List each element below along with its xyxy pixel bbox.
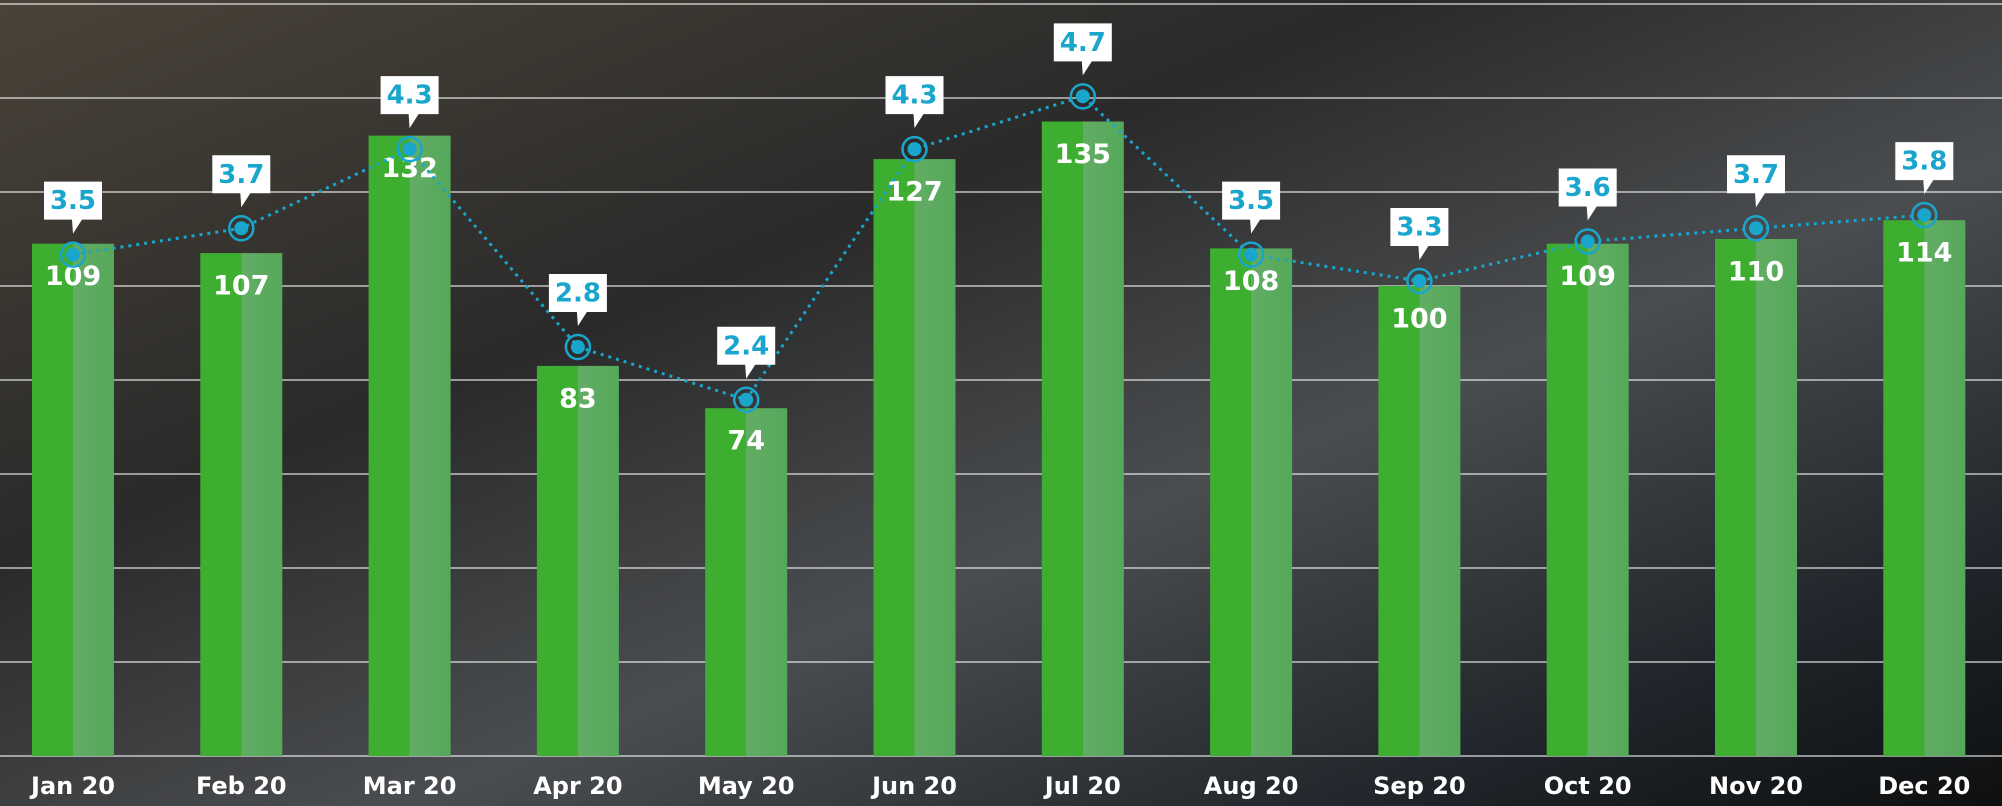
point-value-label: 4.3: [387, 81, 433, 111]
point-value-label: 4.7: [1060, 28, 1106, 58]
x-tick-label: Jul 20: [1043, 772, 1121, 800]
x-tick-label: Nov 20: [1709, 772, 1803, 800]
point-value-label: 4.3: [891, 81, 937, 111]
bar-value-label: 127: [886, 177, 942, 208]
point: [1412, 274, 1426, 288]
bar: [1883, 220, 1965, 756]
x-tick-label: Feb 20: [196, 772, 287, 800]
point: [1917, 208, 1931, 222]
point-value-label: 3.6: [1565, 173, 1611, 203]
bar: [1715, 239, 1797, 756]
point-value-label: 3.7: [1733, 160, 1779, 190]
bar-value-label: 135: [1055, 139, 1111, 170]
point: [571, 340, 585, 354]
bar-value-label: 107: [213, 271, 269, 302]
x-tick-label: Dec 20: [1878, 772, 1970, 800]
page: Jan 20 Feb 20 Mar 20 Apr 20 May 20 Jun 20 Jul …: [0, 0, 2002, 806]
point: [234, 221, 248, 235]
point-value-label: 3.5: [50, 186, 96, 216]
point: [908, 142, 922, 156]
x-tick-label: Mar 20: [363, 772, 457, 800]
point: [1076, 89, 1090, 103]
x-tick-label: Aug 20: [1204, 772, 1299, 800]
point-value-label: 2.8: [555, 279, 601, 309]
x-tick-label: Jan 20: [29, 772, 115, 800]
x-tick-label: Oct 20: [1544, 772, 1632, 800]
point: [1244, 248, 1258, 262]
point: [403, 142, 417, 156]
bar-value-label: 109: [1560, 261, 1616, 292]
bar-value-label: 108: [1223, 266, 1279, 297]
x-tick-label: Sep 20: [1373, 772, 1466, 800]
bar-value-label: 132: [381, 153, 437, 184]
point: [739, 393, 753, 407]
point: [1749, 221, 1763, 235]
bar: [32, 244, 114, 756]
bar: [1042, 122, 1124, 757]
point-value-label: 3.7: [218, 160, 264, 190]
bar-value-label: 114: [1896, 238, 1952, 269]
bar: [1210, 248, 1292, 756]
x-tick-label: May 20: [698, 772, 795, 800]
bar: [200, 253, 282, 756]
bar: [1547, 244, 1629, 756]
point-value-label: 3.5: [1228, 186, 1274, 216]
bar-value-label: 100: [1391, 304, 1447, 335]
point: [1581, 234, 1595, 248]
point-value-label: 2.4: [723, 331, 769, 361]
x-tick-label: Jun 20: [870, 772, 957, 800]
bar-value-label: 110: [1728, 257, 1784, 288]
bar-value-label: 74: [727, 426, 765, 457]
bar: [369, 136, 451, 756]
chart: Jan 20 Feb 20 Mar 20 Apr 20 May 20 Jun 20 Jul …: [0, 0, 2002, 806]
bar: [874, 159, 956, 756]
point-value-label: 3.8: [1901, 147, 1947, 177]
bar-value-label: 83: [559, 383, 597, 414]
point: [66, 248, 80, 262]
bar: [1378, 286, 1460, 756]
bar: [537, 366, 619, 756]
point-value-label: 3.3: [1396, 213, 1442, 243]
x-tick-label: Apr 20: [533, 772, 622, 800]
bar: [705, 408, 787, 756]
